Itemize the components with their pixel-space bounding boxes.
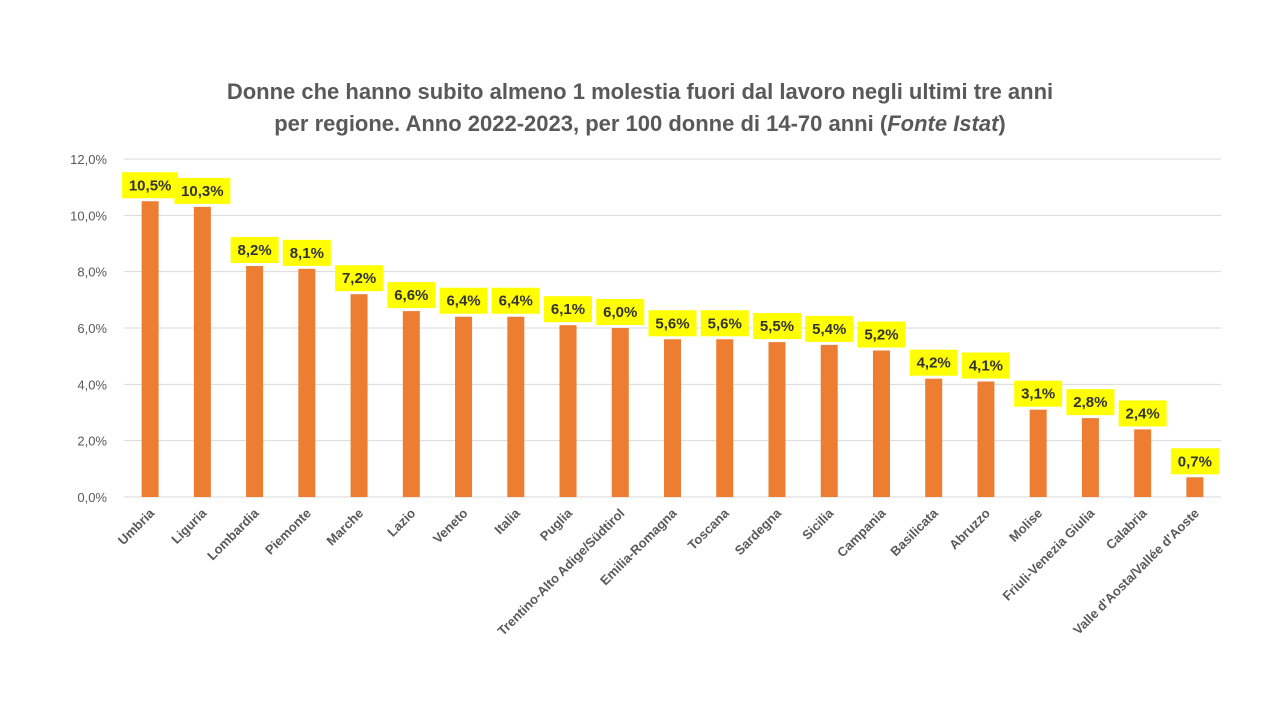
x-category-label: Veneto (430, 505, 471, 546)
data-label: 3,1% (1021, 386, 1055, 403)
y-tick-label: 10,0% (70, 208, 107, 223)
bar (350, 294, 368, 497)
bar (402, 311, 420, 497)
data-label: 6,0% (603, 304, 637, 321)
data-label-background (648, 310, 697, 337)
x-category-label: Umbria (115, 505, 158, 548)
data-label-background (1170, 448, 1219, 475)
bar (141, 201, 159, 497)
bar (716, 339, 734, 497)
data-label: 6,4% (446, 293, 480, 310)
bar (559, 325, 577, 497)
data-label-background (439, 287, 488, 314)
bar (768, 342, 786, 497)
data-label: 10,3% (181, 183, 224, 200)
data-label: 7,2% (342, 270, 376, 287)
data-label-background (282, 239, 331, 266)
x-category-label: Sicilia (799, 505, 837, 543)
bar (193, 206, 211, 497)
data-label-background (174, 177, 231, 204)
y-tick-label: 0,0% (77, 490, 107, 505)
data-label-background (335, 265, 384, 292)
data-label: 4,1% (969, 358, 1003, 375)
bar (298, 268, 316, 497)
data-label: 5,5% (760, 318, 794, 335)
data-label-background (122, 172, 179, 199)
data-label: 4,2% (917, 355, 951, 372)
data-label: 5,2% (864, 327, 898, 344)
y-tick-label: 12,0% (70, 152, 107, 167)
data-label-background (544, 296, 593, 323)
x-category-label: Molise (1006, 506, 1045, 545)
data-label: 2,4% (1126, 405, 1160, 422)
bar (820, 344, 838, 497)
x-category-label: Lazio (384, 505, 418, 539)
x-category-label: Liguria (168, 505, 210, 547)
bar (872, 350, 890, 497)
data-label-background (1014, 380, 1063, 407)
data-label: 0,7% (1178, 453, 1212, 470)
x-category-label: Toscana (685, 505, 733, 553)
chart-title-line-2: per regione. Anno 2022-2023, per 100 don… (0, 108, 1280, 140)
chart-title-line-2-main: per regione. Anno 2022-2023, per 100 don… (274, 111, 888, 136)
data-label: 6,1% (551, 301, 585, 318)
data-label: 2,8% (1073, 394, 1107, 411)
bar (455, 316, 473, 497)
data-label-background (387, 282, 436, 309)
data-label-background (596, 299, 645, 325)
bar (611, 328, 629, 497)
data-label-background (491, 287, 540, 314)
data-label-background (752, 313, 801, 340)
data-label-background (700, 310, 749, 337)
x-category-label: Sardegna (732, 505, 785, 558)
y-tick-label: 2,0% (77, 434, 107, 449)
x-category-label: Italia (491, 505, 523, 537)
x-category-label: Puglia (537, 505, 576, 544)
data-label-background (961, 352, 1010, 379)
x-category-label: Marche (323, 506, 366, 549)
bar (977, 381, 995, 497)
bar (246, 266, 264, 497)
data-label-background (857, 321, 906, 348)
chart-title-line-1: Donne che hanno subito almeno 1 molestia… (226, 79, 1054, 104)
bar (664, 339, 681, 497)
chart-title-line-2-end: ) (998, 111, 1006, 136)
chart-title-source: Fonte Istat (887, 111, 999, 136)
data-label: 8,2% (237, 242, 271, 259)
data-label: 6,4% (499, 293, 533, 310)
data-label: 5,4% (812, 321, 846, 338)
x-category-label: Friuli-Venezia Giulia (1000, 505, 1099, 604)
y-tick-label: 8,0% (77, 265, 107, 280)
x-category-label: Campania (834, 505, 889, 560)
x-category-label: Lombardia (204, 505, 262, 563)
y-tick-label: 4,0% (77, 377, 107, 392)
data-label-background (805, 315, 854, 342)
x-category-label: Basilicata (887, 505, 941, 559)
bar (1134, 429, 1152, 497)
data-label-background (1118, 400, 1167, 427)
data-label: 6,6% (394, 287, 428, 304)
data-label: 10,5% (129, 177, 172, 194)
bar (1081, 418, 1099, 497)
data-label: 5,6% (708, 315, 742, 332)
x-category-label: Calabria (1103, 505, 1150, 552)
data-label-background (230, 237, 279, 264)
bar (925, 378, 943, 497)
bar (507, 316, 525, 497)
x-category-label: Abruzzo (946, 505, 993, 552)
bar (1029, 409, 1047, 497)
x-category-label: Piemonte (262, 506, 314, 558)
y-tick-label: 6,0% (77, 321, 107, 336)
data-label-background (1066, 389, 1115, 416)
data-label: 5,6% (655, 315, 689, 332)
data-label: 8,1% (290, 245, 324, 262)
chart-title: Donne che hanno subito almeno 1 molestia… (0, 76, 1280, 140)
data-label-background (909, 349, 958, 376)
bar (1186, 477, 1204, 497)
